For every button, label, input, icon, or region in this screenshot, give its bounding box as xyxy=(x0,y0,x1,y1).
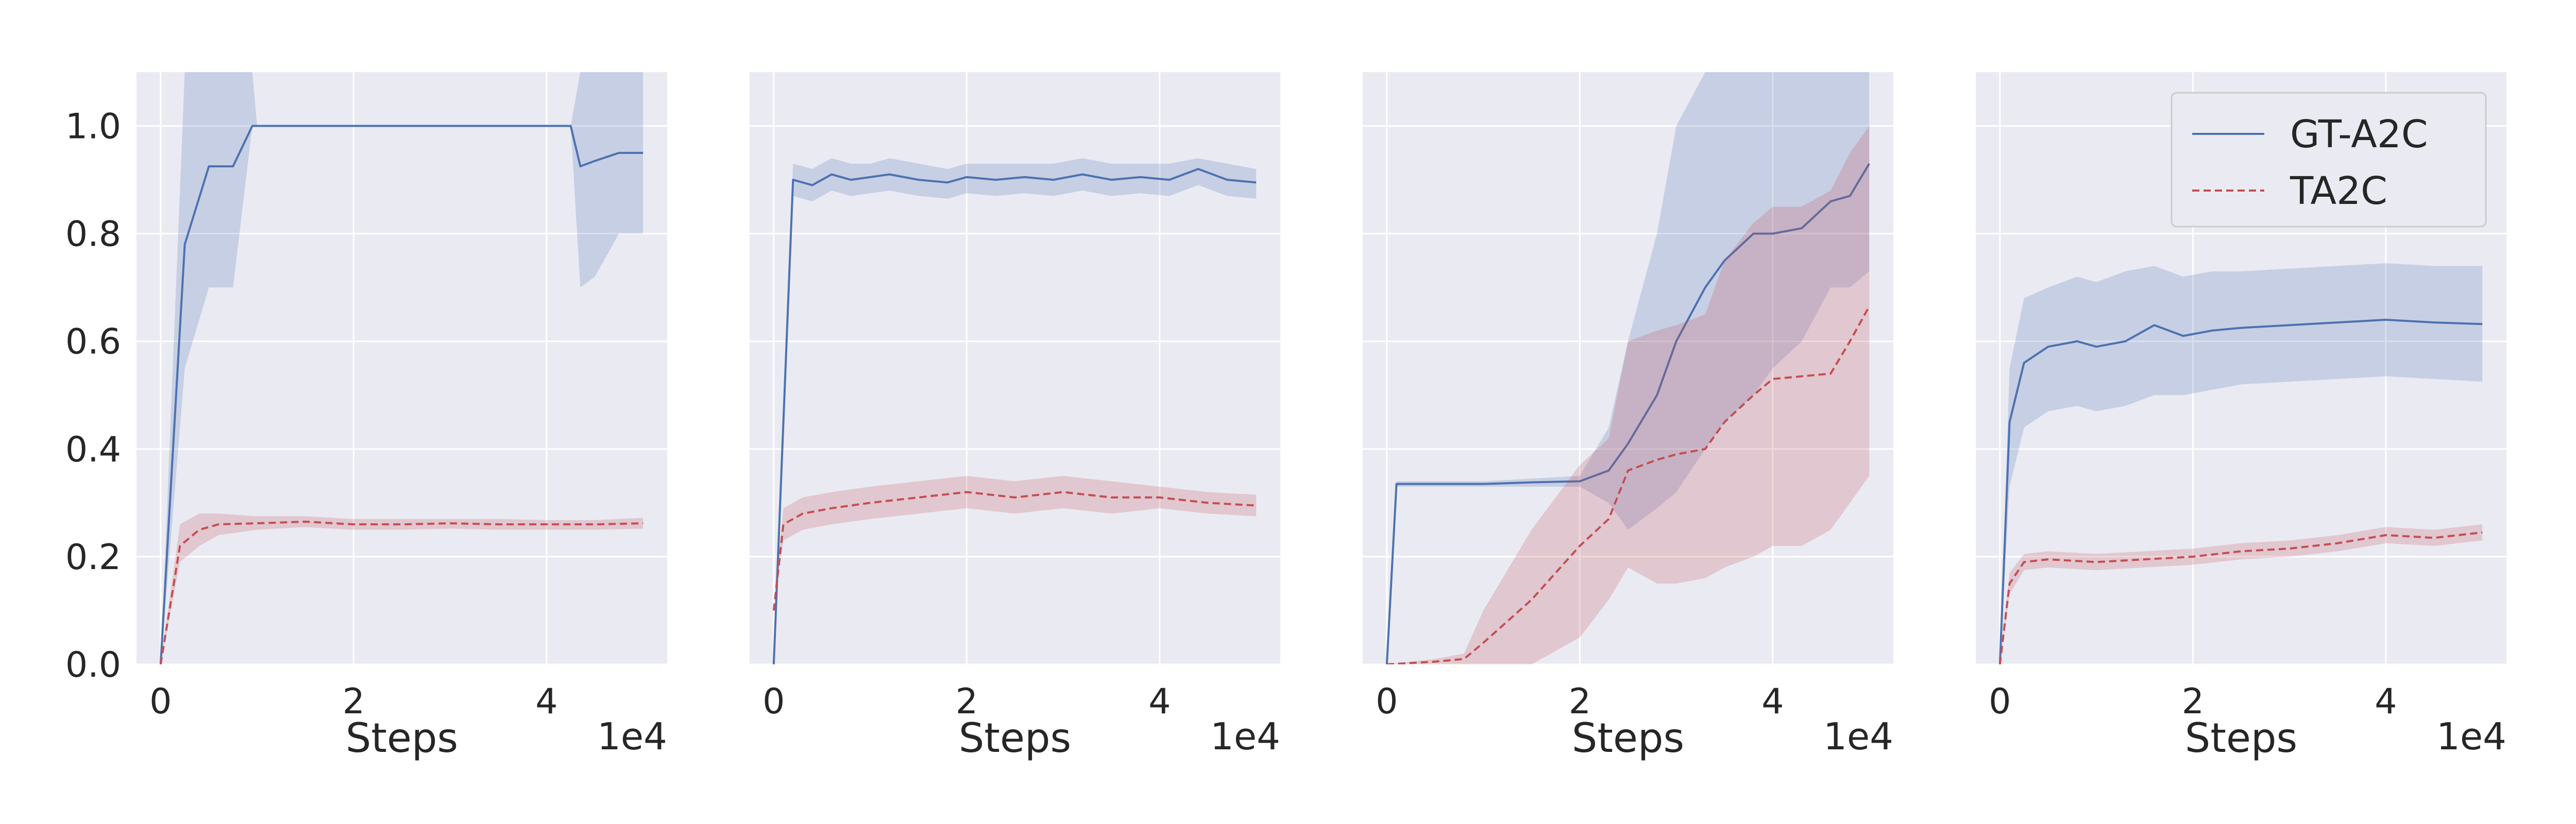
plot-area xyxy=(1363,72,1893,664)
line-gt-a2c xyxy=(159,125,643,664)
x-offset-label: 1e4 xyxy=(1210,715,1280,758)
band-gt-a2c xyxy=(1386,72,1870,664)
legend: GT-A2C TA2C xyxy=(2171,92,2487,228)
series-group xyxy=(1998,263,2483,664)
x-offset-label: 1e4 xyxy=(597,715,667,758)
band-ta2c xyxy=(773,476,1257,611)
x-axis-label: Steps xyxy=(2185,715,2297,762)
line-ta2c xyxy=(159,520,643,664)
legend-label: TA2C xyxy=(2290,169,2387,213)
panel-1: 0 2 4 0.0 0.2 0.4 0.6 0.8 1.0 Steps 1e4 xyxy=(65,72,667,762)
x-tick-label: 0 xyxy=(762,681,785,722)
x-tick-label: 0 xyxy=(1376,681,1398,722)
y-tick-label: 0.2 xyxy=(65,537,121,578)
line-ta2c xyxy=(1998,531,2483,664)
series-group xyxy=(1385,72,1870,664)
band-ta2c xyxy=(160,513,643,664)
band-ta2c xyxy=(1999,524,2483,664)
x-offset-label: 1e4 xyxy=(2436,715,2506,758)
panel-4: 0 2 4 Steps 1e4 GT-A2C TA2C xyxy=(1976,72,2506,762)
y-tick-label: 0.6 xyxy=(65,322,121,363)
plot-area xyxy=(137,72,667,664)
series-group xyxy=(159,72,643,664)
line-gt-a2c xyxy=(1998,318,2483,664)
series-group xyxy=(772,158,1257,664)
x-tick-label: 4 xyxy=(2375,681,2397,722)
panel-3: 0 2 4 Steps 1e4 xyxy=(1363,72,1893,762)
x-tick-label: 2 xyxy=(343,681,365,722)
y-tick-label: 1.0 xyxy=(65,107,121,147)
legend-label: GT-A2C xyxy=(2290,112,2428,157)
line-gt-a2c xyxy=(1385,163,1870,664)
x-tick-label: 4 xyxy=(1761,681,1784,722)
panel-2: 0 2 4 Steps 1e4 xyxy=(750,72,1280,762)
x-offset-label: 1e4 xyxy=(1823,715,1893,758)
legend-box xyxy=(2171,92,2487,228)
x-axis-label: Steps xyxy=(1572,715,1684,762)
x-tick-label: 2 xyxy=(956,681,978,722)
band-ta2c xyxy=(1386,126,1870,664)
band-gt-a2c xyxy=(1999,263,2483,664)
x-tick-label: 2 xyxy=(1569,681,1591,722)
x-tick-label: 0 xyxy=(1989,681,2011,722)
y-tick-label: 0.0 xyxy=(65,645,121,685)
x-tick-label: 2 xyxy=(2182,681,2204,722)
y-tick-label: 0.8 xyxy=(65,214,121,255)
x-tick-label: 4 xyxy=(535,681,557,722)
x-tick-label: 4 xyxy=(1148,681,1171,722)
band-gt-a2c xyxy=(160,72,643,664)
line-ta2c xyxy=(772,491,1257,611)
y-tick-label: 0.4 xyxy=(65,430,121,470)
x-axis-label: Steps xyxy=(959,715,1071,762)
line-gt-a2c xyxy=(772,168,1257,664)
x-tick-label: 0 xyxy=(149,681,172,722)
x-axis-label: Steps xyxy=(346,715,458,762)
